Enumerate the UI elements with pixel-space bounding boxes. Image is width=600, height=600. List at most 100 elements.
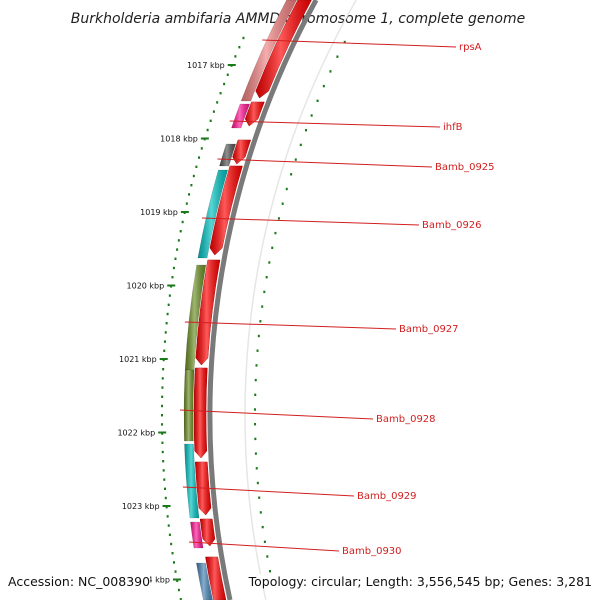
scale-tick-label: 1024 kbp bbox=[132, 576, 170, 585]
position-dot bbox=[219, 92, 222, 95]
position-dot bbox=[223, 82, 226, 86]
topology-text: Topology: circular; Length: 3,556,545 bp… bbox=[248, 574, 592, 589]
gene-feature-shading bbox=[185, 265, 206, 370]
position-dot bbox=[190, 184, 193, 187]
position-dot bbox=[161, 386, 164, 389]
gene-label-leader bbox=[201, 217, 420, 226]
position-dot bbox=[161, 414, 164, 417]
position-dot bbox=[206, 128, 209, 132]
position-dot bbox=[167, 303, 170, 306]
position-dot bbox=[161, 423, 164, 426]
position-dot bbox=[198, 156, 201, 159]
position-dot bbox=[166, 515, 169, 518]
position-dot bbox=[171, 276, 174, 279]
gene-feature-shading bbox=[184, 370, 195, 441]
scale-tick-label: 1023 kbp bbox=[122, 502, 160, 511]
position-dot bbox=[242, 36, 245, 40]
position-dot bbox=[226, 73, 229, 76]
gene-label-leader bbox=[179, 409, 374, 420]
position-dot bbox=[254, 452, 257, 455]
position-dot bbox=[254, 393, 257, 396]
position-dot bbox=[163, 478, 166, 481]
position-dot bbox=[192, 174, 195, 178]
position-dot bbox=[261, 525, 264, 529]
position-dot bbox=[166, 312, 169, 316]
gene-feature-shading bbox=[241, 0, 297, 101]
cds-feature-shading bbox=[194, 368, 208, 458]
position-dot bbox=[179, 230, 182, 233]
position-dot bbox=[161, 450, 164, 454]
position-dot bbox=[256, 349, 259, 352]
position-dot bbox=[168, 294, 171, 297]
position-dot bbox=[343, 40, 346, 44]
position-dot bbox=[176, 248, 179, 251]
gene-feature-shading bbox=[190, 522, 204, 548]
position-dot bbox=[259, 511, 262, 514]
position-dot bbox=[165, 322, 168, 325]
gene-feature-shading bbox=[231, 104, 250, 128]
position-dot bbox=[161, 404, 164, 408]
position-dot bbox=[174, 570, 177, 573]
accession-text: Accession: NC_008390 bbox=[8, 574, 151, 589]
position-dot bbox=[255, 467, 258, 470]
position-dot bbox=[294, 158, 297, 161]
cds-feature-shading bbox=[245, 102, 265, 126]
position-dot bbox=[177, 239, 180, 242]
position-dot bbox=[274, 231, 277, 235]
cds-feature-shading bbox=[200, 519, 215, 546]
cds-feature-shading bbox=[205, 557, 226, 600]
scale-tick-label: 1020 kbp bbox=[127, 282, 165, 291]
position-dot bbox=[162, 469, 165, 472]
position-dot bbox=[329, 70, 332, 73]
position-dot bbox=[258, 496, 261, 499]
position-dot bbox=[299, 143, 302, 147]
position-dot bbox=[316, 99, 319, 102]
position-dot bbox=[185, 202, 188, 205]
gene-label: Bamb_0928 bbox=[376, 414, 436, 425]
position-dot bbox=[265, 276, 268, 279]
scale-tick-label: 1018 kbp bbox=[160, 135, 198, 144]
position-dot bbox=[163, 349, 166, 352]
position-dot bbox=[162, 460, 165, 463]
position-dot bbox=[310, 114, 313, 117]
position-dot bbox=[212, 110, 215, 113]
position-dot bbox=[209, 119, 212, 122]
position-dot bbox=[255, 364, 258, 367]
position-dot bbox=[162, 368, 165, 371]
cds-track bbox=[193, 0, 312, 600]
position-dot bbox=[254, 423, 257, 426]
scale-tick-label: 1021 kbp bbox=[119, 355, 157, 364]
cds-feature-shading bbox=[232, 140, 251, 164]
position-dot bbox=[238, 46, 241, 49]
position-dot bbox=[177, 588, 180, 592]
position-dot bbox=[256, 481, 259, 485]
position-dot bbox=[263, 540, 266, 543]
position-dot bbox=[163, 487, 166, 490]
position-dot bbox=[254, 408, 257, 411]
position-dot bbox=[165, 506, 168, 509]
gene-label: Bamb_0929 bbox=[357, 491, 417, 502]
gene-label: Bamb_0925 bbox=[435, 162, 495, 173]
position-dot bbox=[269, 570, 272, 573]
gene-feature-shading bbox=[197, 170, 228, 258]
gene-label: Bamb_0926 bbox=[422, 220, 482, 231]
position-dot bbox=[171, 552, 174, 555]
position-dot bbox=[161, 377, 164, 380]
position-dot bbox=[170, 542, 173, 546]
scale-tick-label: 1019 kbp bbox=[140, 208, 178, 217]
position-dot bbox=[277, 217, 280, 220]
position-dot bbox=[322, 84, 325, 88]
position-dot bbox=[271, 246, 274, 249]
position-dot bbox=[164, 331, 167, 334]
gene-label: Bamb_0927 bbox=[399, 324, 459, 335]
gene-label: ihfB bbox=[443, 122, 463, 133]
genome-backbone bbox=[207, 0, 319, 600]
position-dot bbox=[263, 290, 266, 294]
position-dot bbox=[268, 261, 271, 264]
position-dot bbox=[234, 55, 237, 58]
gene-labels: rpsA ihfB Bamb_0925 Bamb_0926 Bamb_0927 Bamb_… bbox=[179, 39, 495, 557]
position-dot bbox=[200, 147, 203, 150]
scale-ticks: 1017 kbp 1018 kbp 1019 kbp 1020 kbp 1021 kbp… bbox=[117, 61, 236, 585]
position-dot bbox=[161, 441, 164, 444]
